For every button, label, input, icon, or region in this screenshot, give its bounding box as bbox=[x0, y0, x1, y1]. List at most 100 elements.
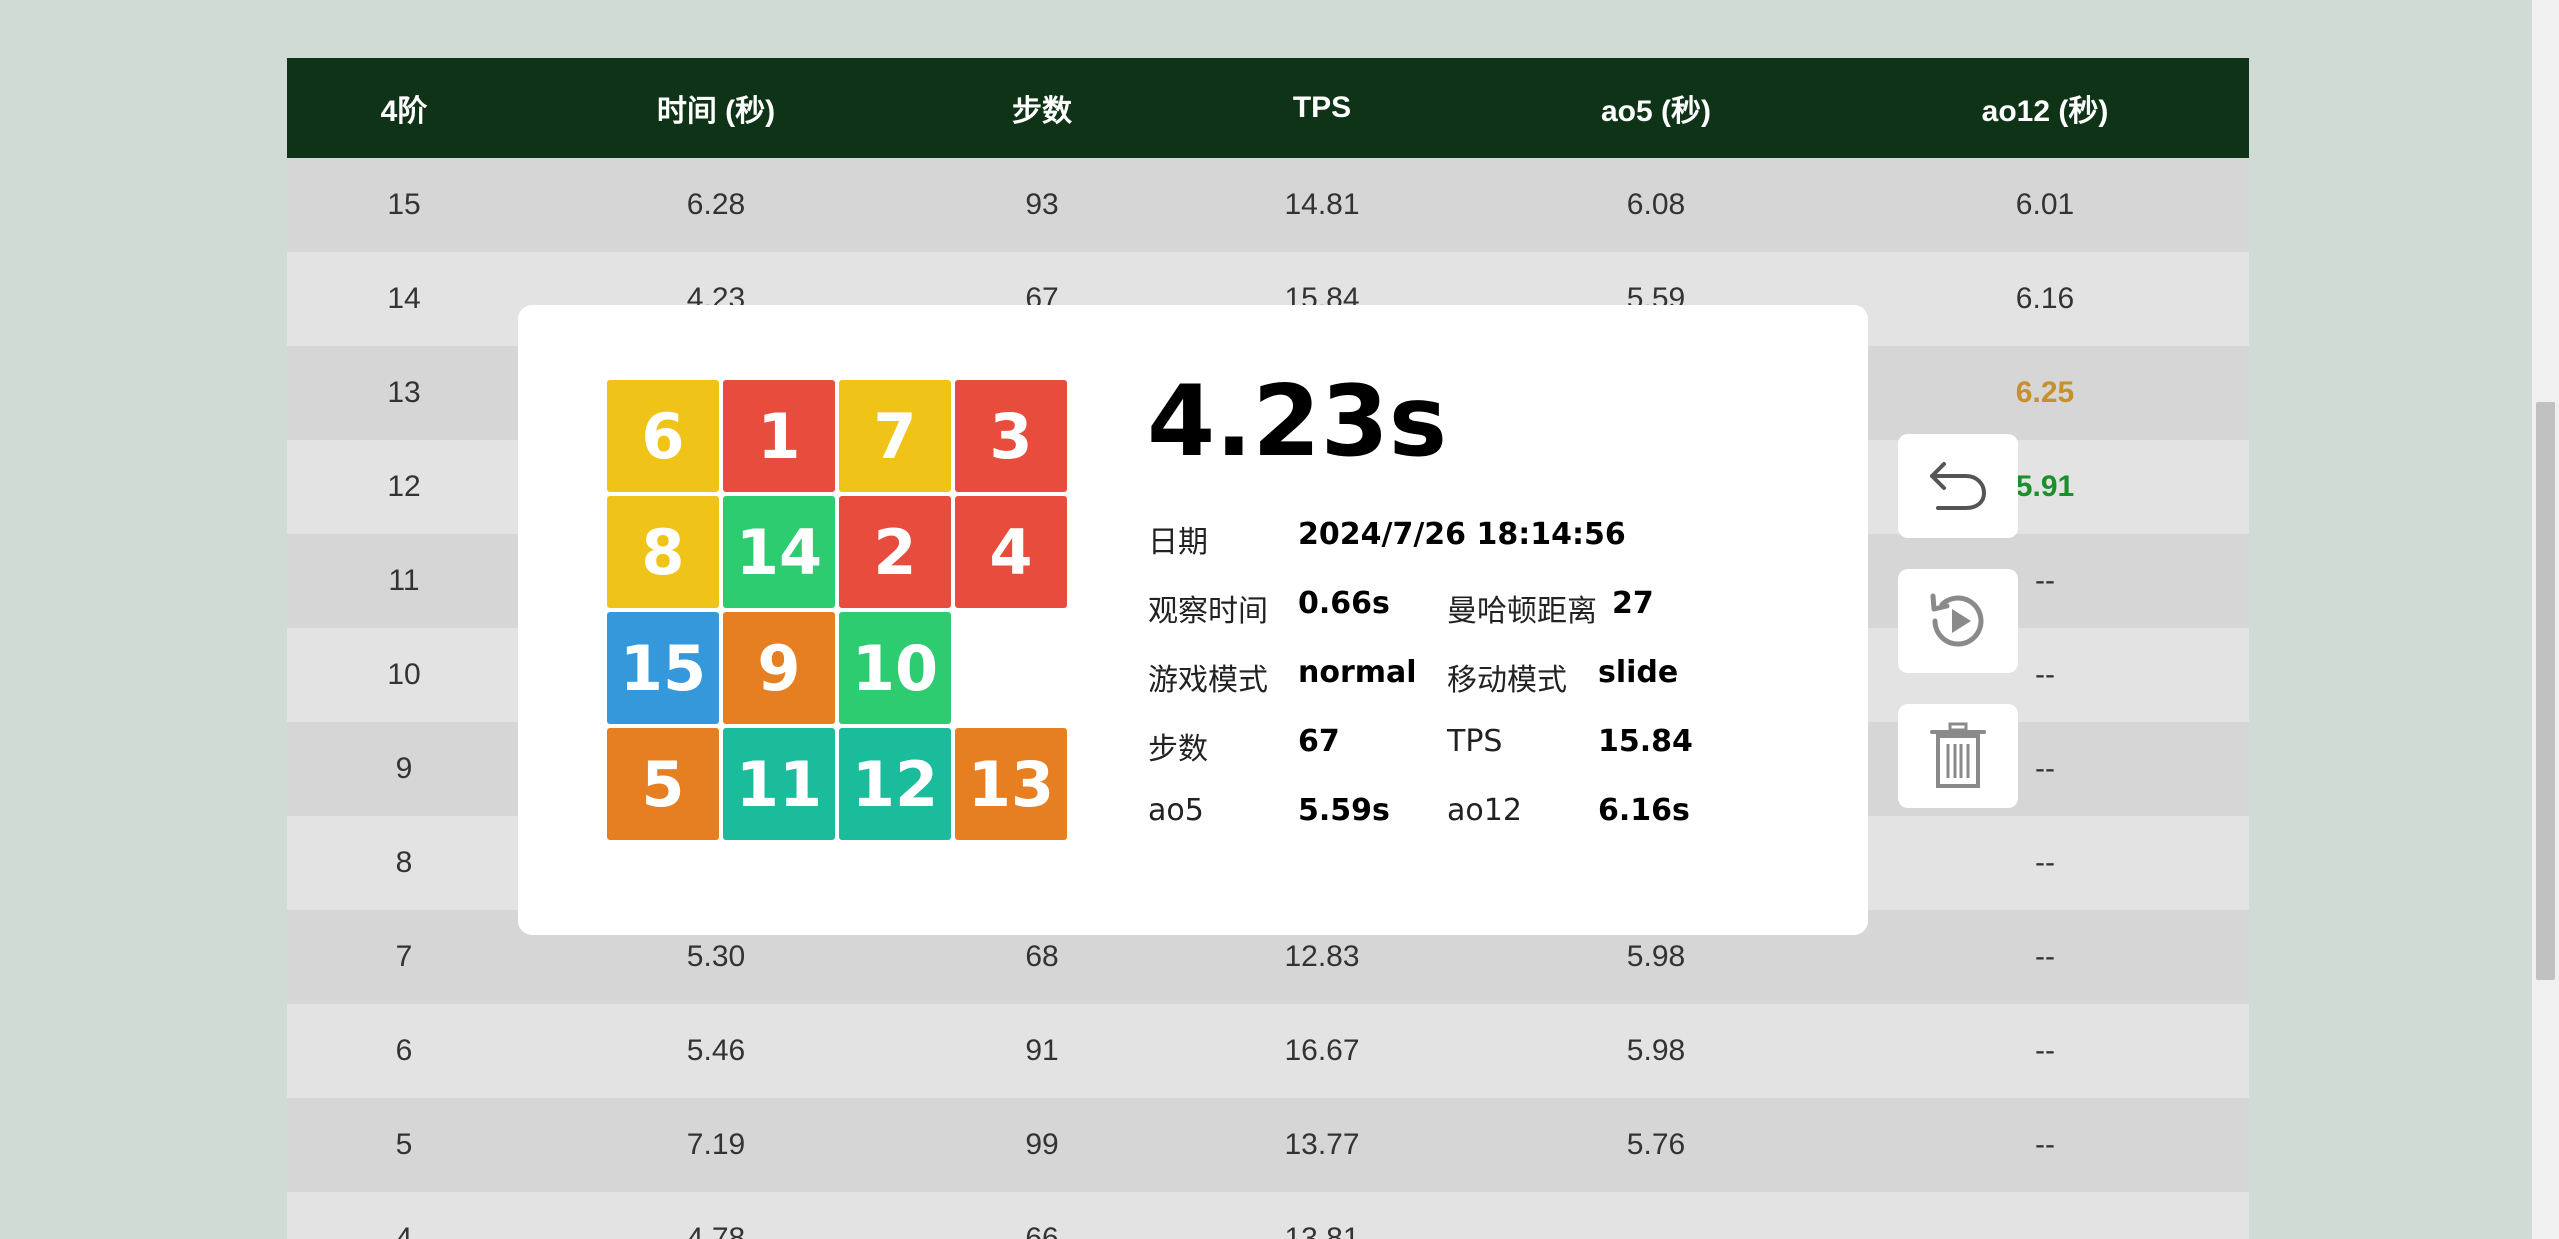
board-tile: 9 bbox=[723, 612, 835, 724]
tps-value: 15.84 bbox=[1598, 724, 1693, 759]
ao5-value: 5.59s bbox=[1298, 793, 1390, 828]
cell-steps: 99 bbox=[1025, 1128, 1059, 1161]
board-tile: 11 bbox=[723, 728, 835, 840]
cell-tps: 16.67 bbox=[1284, 1034, 1360, 1067]
cell-tps: 13.81 bbox=[1284, 1222, 1360, 1239]
table-row[interactable]: 15 6.28 93 14.81 6.08 6.01 bbox=[287, 158, 2249, 252]
solve-detail-modal: 6 1 7 3 8 14 2 4 15 9 10 5 11 12 13 4.23… bbox=[518, 305, 1868, 935]
cell-steps: 91 bbox=[1025, 1034, 1059, 1067]
undo-button[interactable] bbox=[1898, 434, 2018, 538]
cell-index: 9 bbox=[395, 752, 413, 785]
steps-label: 步数 bbox=[1148, 732, 1208, 767]
cell-ao5 bbox=[1471, 1192, 1841, 1239]
cell-index: 12 bbox=[387, 470, 421, 503]
cell-time: 5.46 bbox=[686, 1034, 746, 1067]
game-mode-value: normal bbox=[1298, 655, 1417, 690]
cell-ao12: -- bbox=[2035, 846, 2055, 879]
cell-index: 14 bbox=[387, 282, 421, 315]
cell-ao12 bbox=[1841, 1192, 2249, 1239]
cell-index: 4 bbox=[395, 1222, 413, 1239]
puzzle-board: 6 1 7 3 8 14 2 4 15 9 10 5 11 12 13 bbox=[607, 380, 1071, 844]
board-tile: 1 bbox=[723, 380, 835, 492]
cell-steps: 93 bbox=[1025, 188, 1059, 221]
board-tile: 6 bbox=[607, 380, 719, 492]
cell-index: 10 bbox=[387, 658, 421, 691]
tps-label: TPS bbox=[1447, 724, 1503, 759]
cell-ao5: 5.76 bbox=[1626, 1128, 1686, 1161]
cell-ao12: -- bbox=[2035, 752, 2055, 785]
ao5-label: ao5 bbox=[1148, 793, 1204, 828]
cell-time: 6.28 bbox=[686, 188, 746, 221]
board-tile: 2 bbox=[839, 496, 951, 608]
header-ao5[interactable]: ao5 (秒) bbox=[1600, 95, 1711, 128]
cell-ao5: 6.08 bbox=[1626, 188, 1686, 221]
cell-ao12: 6.16 bbox=[2015, 282, 2075, 315]
cell-tps: 14.81 bbox=[1284, 188, 1360, 221]
cell-index: 15 bbox=[387, 188, 421, 221]
cell-index: 8 bbox=[395, 846, 413, 879]
cell-index: 7 bbox=[395, 940, 413, 973]
table-row[interactable]: 6 5.46 91 16.67 5.98 -- bbox=[287, 1004, 2249, 1098]
cell-tps: 13.77 bbox=[1284, 1128, 1360, 1161]
cell-steps: 66 bbox=[1025, 1222, 1059, 1239]
cell-steps: 68 bbox=[1025, 940, 1059, 973]
solve-time: 4.23s bbox=[1147, 365, 1448, 479]
cell-time: 5.30 bbox=[686, 940, 746, 973]
header-index[interactable]: 4阶 bbox=[380, 95, 428, 128]
header-steps[interactable]: 步数 bbox=[1012, 95, 1072, 128]
date-label: 日期 bbox=[1148, 525, 1208, 560]
replay-button[interactable] bbox=[1898, 569, 2018, 673]
move-mode-value: slide bbox=[1598, 655, 1679, 690]
scrollbar-thumb[interactable] bbox=[2536, 402, 2555, 980]
trash-icon bbox=[1930, 722, 1986, 788]
ao12-value: 6.16s bbox=[1598, 793, 1690, 828]
steps-value: 67 bbox=[1298, 724, 1340, 759]
board-tile: 7 bbox=[839, 380, 951, 492]
cell-time: 4.78 bbox=[686, 1222, 746, 1239]
move-mode-label: 移动模式 bbox=[1447, 663, 1567, 698]
cell-ao5: 5.98 bbox=[1626, 1034, 1686, 1067]
board-tile: 14 bbox=[723, 496, 835, 608]
board-tile: 10 bbox=[839, 612, 951, 724]
ao12-label: ao12 bbox=[1447, 793, 1522, 828]
table-row[interactable]: 4 4.78 66 13.81 bbox=[287, 1192, 2249, 1239]
board-tile: 4 bbox=[955, 496, 1067, 608]
cell-tps: 12.83 bbox=[1284, 940, 1360, 973]
observe-time-label: 观察时间 bbox=[1148, 594, 1268, 629]
cell-ao12: -- bbox=[2035, 1034, 2055, 1067]
cell-ao12: -- bbox=[2035, 1128, 2055, 1161]
date-value: 2024/7/26 18:14:56 bbox=[1298, 517, 1626, 552]
board-tile: 8 bbox=[607, 496, 719, 608]
manhattan-value: 27 bbox=[1612, 586, 1654, 621]
scrollbar[interactable] bbox=[2532, 0, 2559, 1239]
game-mode-label: 游戏模式 bbox=[1148, 663, 1268, 698]
delete-button[interactable] bbox=[1898, 704, 2018, 808]
header-time[interactable]: 时间 (秒) bbox=[656, 95, 776, 128]
cell-ao12-best: 6.25 bbox=[2015, 376, 2075, 409]
cell-index: 13 bbox=[387, 376, 421, 409]
manhattan-label: 曼哈顿距离 bbox=[1447, 594, 1597, 629]
cell-ao12: -- bbox=[2035, 658, 2055, 691]
board-tile: 15 bbox=[607, 612, 719, 724]
observe-time-value: 0.66s bbox=[1298, 586, 1390, 621]
header-ao12[interactable]: ao12 (秒) bbox=[1981, 95, 2109, 128]
table-row[interactable]: 5 7.19 99 13.77 5.76 -- bbox=[287, 1098, 2249, 1192]
board-tile: 3 bbox=[955, 380, 1067, 492]
undo-icon bbox=[1930, 462, 1987, 510]
board-tile: 12 bbox=[839, 728, 951, 840]
cell-time: 7.19 bbox=[686, 1128, 746, 1161]
board-tile: 5 bbox=[607, 728, 719, 840]
cell-index: 6 bbox=[395, 1034, 413, 1067]
cell-ao12: -- bbox=[2035, 564, 2055, 597]
cell-ao5: 5.98 bbox=[1626, 940, 1686, 973]
board-tile: 13 bbox=[955, 728, 1067, 840]
table-header-row: 4阶 时间 (秒) 步数 TPS ao5 (秒) ao12 (秒) bbox=[287, 58, 2249, 158]
cell-index: 5 bbox=[395, 1128, 413, 1161]
cell-ao12-best: 5.91 bbox=[2015, 470, 2075, 503]
cell-index: 11 bbox=[388, 564, 420, 597]
replay-icon bbox=[1930, 593, 1984, 647]
cell-ao12: -- bbox=[2035, 940, 2055, 973]
header-tps[interactable]: TPS bbox=[1292, 91, 1352, 124]
cell-ao12: 6.01 bbox=[2015, 188, 2075, 221]
